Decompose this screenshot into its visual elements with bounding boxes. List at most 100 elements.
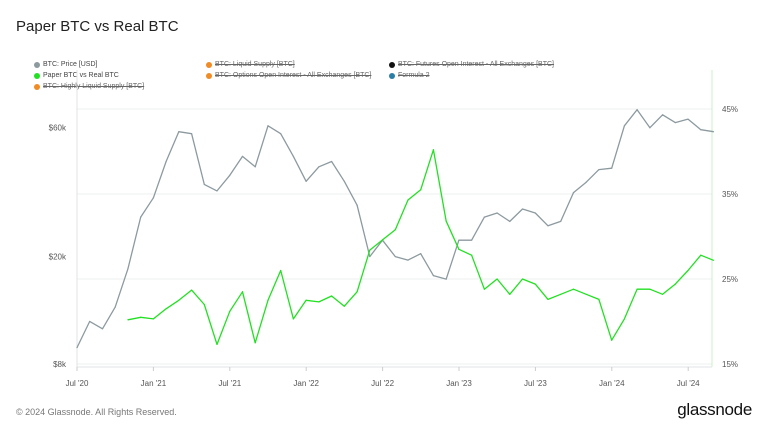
- data-point: [280, 133, 282, 135]
- data-point: [560, 220, 562, 222]
- data-point: [318, 166, 320, 168]
- right-axis-label: 25%: [722, 275, 738, 284]
- data-point: [649, 288, 651, 290]
- data-point: [712, 131, 715, 133]
- data-point: [661, 293, 664, 295]
- data-point: [331, 160, 333, 163]
- x-tick-label: Jan '21: [141, 379, 167, 388]
- legend-label: Paper BTC vs Real BTC: [43, 72, 119, 79]
- data-point: [572, 288, 575, 290]
- right-axis-label: 45%: [722, 105, 738, 114]
- legend-dot-icon: [389, 72, 395, 79]
- data-point: [127, 319, 129, 321]
- x-tick-label: Jul '24: [677, 379, 700, 388]
- data-point: [458, 239, 460, 241]
- data-point: [560, 293, 562, 295]
- left-axis-label: $60k: [49, 124, 67, 133]
- data-point: [318, 301, 320, 303]
- data-point: [674, 283, 676, 285]
- legend-label: BTC: Price [USD]: [43, 61, 98, 68]
- data-point: [534, 212, 536, 214]
- data-point: [471, 254, 473, 256]
- data-point: [585, 293, 587, 295]
- data-point: [76, 347, 78, 349]
- x-tick-label: Jan '23: [446, 379, 472, 388]
- data-point: [165, 308, 167, 310]
- data-point: [483, 216, 485, 218]
- data-point: [407, 259, 409, 261]
- data-point: [598, 298, 600, 300]
- data-point: [534, 283, 536, 285]
- data-point: [216, 343, 218, 346]
- legend-label: Formula 2: [398, 72, 430, 79]
- data-point: [140, 216, 142, 218]
- legend-dot-icon: [389, 61, 395, 68]
- data-point: [700, 254, 702, 256]
- legend-label: BTC: Futures Open Interest - All Exchang…: [398, 61, 555, 68]
- legend-dot-icon: [34, 83, 40, 90]
- x-tick-label: Jan '24: [599, 379, 625, 388]
- data-point: [521, 278, 524, 280]
- copyright: © 2024 Glassnode. All Rights Reserved.: [16, 407, 177, 417]
- data-point: [496, 278, 498, 280]
- data-point: [521, 208, 524, 210]
- data-point: [369, 249, 371, 251]
- data-point: [216, 190, 218, 192]
- legend-item[interactable]: BTC: Futures Open Interest - All Exchang…: [389, 61, 554, 68]
- data-point: [712, 259, 715, 261]
- data-point: [636, 288, 638, 290]
- data-point: [509, 220, 511, 222]
- data-point: [241, 155, 244, 157]
- data-point: [343, 305, 345, 307]
- data-point: [305, 180, 307, 182]
- data-point: [292, 155, 295, 157]
- legend-label: BTC: Options Open Interest - All Exchang…: [215, 72, 372, 79]
- data-point: [280, 269, 282, 272]
- data-point: [203, 303, 205, 306]
- data-point: [445, 220, 447, 222]
- data-point: [432, 275, 435, 277]
- data-point: [241, 291, 244, 293]
- data-point: [407, 199, 409, 201]
- data-point: [649, 127, 651, 129]
- data-point: [445, 278, 447, 280]
- left-axis-label: $20k: [49, 253, 67, 262]
- data-point: [114, 306, 116, 308]
- legend-item[interactable]: Paper BTC vs Real BTC: [34, 72, 119, 79]
- data-point: [331, 295, 333, 297]
- data-point: [292, 318, 295, 320]
- right-axis-label: 35%: [722, 190, 738, 199]
- data-point: [356, 291, 358, 293]
- glassnode-logo: glassnode: [677, 400, 752, 419]
- data-point: [356, 204, 358, 206]
- legend-item[interactable]: BTC: Highly Liquid Supply [BTC]: [34, 83, 144, 90]
- data-point: [267, 125, 269, 127]
- data-point: [229, 174, 231, 176]
- legend-item[interactable]: BTC: Options Open Interest - All Exchang…: [206, 72, 371, 79]
- data-point: [585, 181, 587, 183]
- data-point: [458, 248, 460, 250]
- legend-item[interactable]: Formula 2: [389, 72, 430, 79]
- data-point: [687, 269, 689, 272]
- data-point: [140, 316, 142, 318]
- data-point: [203, 183, 205, 186]
- data-point: [623, 318, 625, 320]
- legend-item[interactable]: BTC: Price [USD]: [34, 61, 97, 68]
- paper-vs-real-line: [127, 149, 714, 346]
- legend-item[interactable]: BTC: Liquid Supply [BTC]: [206, 61, 295, 68]
- data-point: [152, 197, 154, 199]
- right-axis-label: 15%: [722, 360, 738, 369]
- x-tick-label: Jan '22: [293, 379, 319, 388]
- data-point: [509, 293, 511, 295]
- x-tick-label: Jul '21: [218, 379, 241, 388]
- data-point: [190, 133, 193, 135]
- data-point: [700, 129, 702, 131]
- data-point: [432, 149, 435, 151]
- data-point: [178, 299, 180, 301]
- data-point: [483, 288, 485, 290]
- data-point: [127, 268, 129, 270]
- data-point: [343, 180, 345, 182]
- legend-dot-icon: [34, 61, 40, 68]
